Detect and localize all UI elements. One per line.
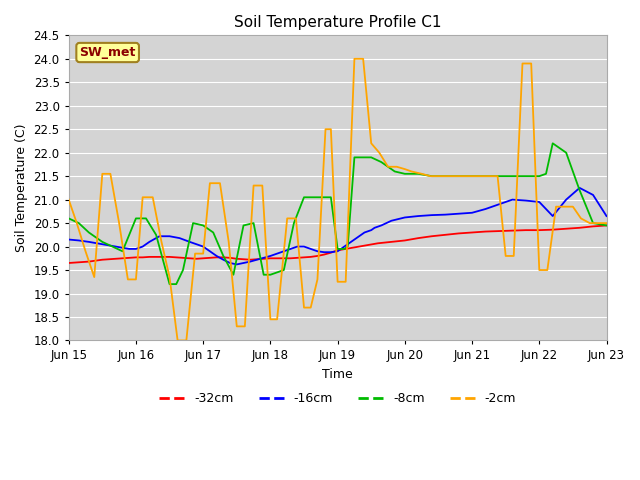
Legend: -32cm, -16cm, -8cm, -2cm: -32cm, -16cm, -8cm, -2cm (154, 387, 521, 410)
X-axis label: Time: Time (322, 368, 353, 381)
Title: Soil Temperature Profile C1: Soil Temperature Profile C1 (234, 15, 442, 30)
Text: SW_met: SW_met (79, 46, 136, 59)
Y-axis label: Soil Temperature (C): Soil Temperature (C) (15, 124, 28, 252)
